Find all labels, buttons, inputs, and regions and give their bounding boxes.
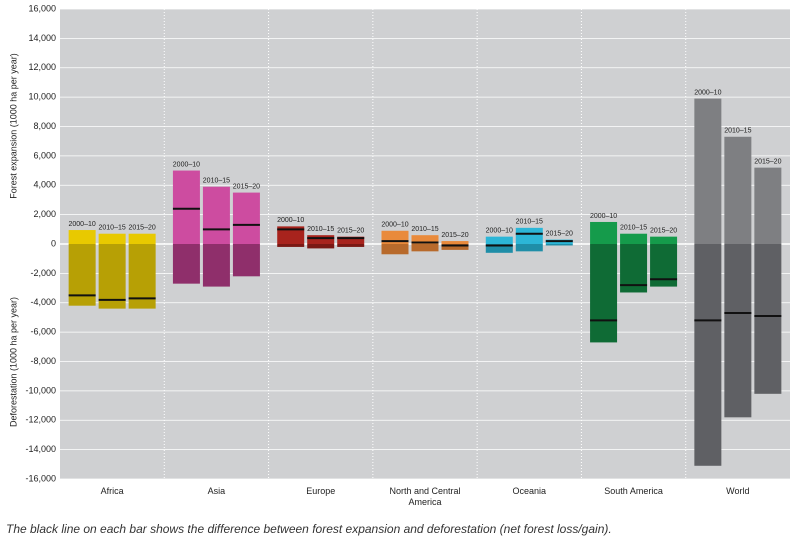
y-tick-label: 10,000: [28, 92, 56, 102]
period-label: 2010–15: [724, 128, 751, 135]
period-label: 2010–15: [620, 225, 647, 232]
period-label: 2000–10: [590, 213, 617, 220]
period-label: 2015–20: [129, 225, 156, 232]
expansion-bar: [277, 226, 305, 244]
deforestation-bar: [515, 244, 543, 252]
deforestation-bar: [232, 244, 260, 277]
period-label: 2000–10: [381, 222, 408, 229]
deforestation-bar: [485, 244, 513, 253]
deforestation-bar: [694, 244, 722, 466]
period-label: 2010–15: [203, 178, 230, 185]
deforestation-bar: [441, 244, 469, 250]
y-tick-label: 16,000: [28, 3, 56, 13]
expansion-bar: [724, 136, 752, 244]
deforestation-bar: [277, 244, 305, 247]
deforestation-bar: [202, 244, 230, 287]
y-tick-label: 6,000: [33, 150, 56, 160]
y-tick-label: -12,000: [25, 415, 56, 425]
period-label: 2015–20: [441, 232, 468, 239]
period-label: 2000–10: [694, 89, 721, 96]
y-tick-label: 8,000: [33, 121, 56, 131]
deforestation-bar: [307, 244, 335, 249]
y-tick-label: -16,000: [25, 473, 56, 483]
deforestation-bar: [411, 244, 439, 252]
category-label: Europe: [306, 486, 336, 496]
period-label: 2015–20: [650, 228, 677, 235]
category-label: World: [726, 486, 750, 496]
expansion-bar: [337, 236, 365, 244]
expansion-bar: [98, 233, 126, 244]
period-label: 2015–20: [546, 230, 573, 237]
y-tick-label: -10,000: [25, 385, 56, 395]
y-tick-label: 12,000: [28, 62, 56, 72]
expansion-bar: [128, 233, 156, 244]
deforestation-bar: [172, 244, 200, 284]
deforestation-bar: [590, 244, 618, 343]
caption: The black line on each bar shows the dif…: [6, 522, 612, 536]
expansion-bar: [694, 98, 722, 244]
y-tick-label: -2,000: [30, 268, 56, 278]
period-label: 2010–15: [411, 226, 438, 233]
deforestation-bar: [337, 244, 365, 247]
expansion-bar: [441, 241, 469, 244]
deforestation-bar: [754, 244, 782, 394]
deforestation-bar: [545, 244, 573, 246]
y-tick-label: 14,000: [28, 33, 56, 43]
period-label: 2010–15: [516, 219, 543, 226]
y-tick-label: 4,000: [33, 180, 56, 190]
category-label: Asia: [207, 486, 226, 496]
period-label: 2010–15: [307, 226, 334, 233]
chart: Forest expansion (1000 ha per year) Defo…: [8, 3, 790, 483]
period-label: 2000–10: [277, 217, 304, 224]
y-tick-label: -4,000: [30, 297, 56, 307]
expansion-bar: [232, 192, 260, 244]
y-label-upper: Forest expansion (1000 ha per year): [8, 53, 18, 199]
expansion-bar: [68, 230, 96, 244]
deforestation-bar: [724, 244, 752, 418]
expansion-bar: [590, 221, 618, 244]
y-label-lower: Deforestation (1000 ha per year): [8, 297, 18, 427]
expansion-bar: [411, 235, 439, 244]
y-tick-label: -6,000: [30, 327, 56, 337]
expansion-bar: [515, 227, 543, 244]
period-label: 2000–10: [486, 228, 513, 235]
expansion-bar: [620, 233, 648, 244]
deforestation-bar: [381, 244, 409, 255]
y-tick-label: 2,000: [33, 209, 56, 219]
period-label: 2015–20: [233, 183, 260, 190]
expansion-bar: [485, 236, 513, 244]
category-label: Africa: [100, 486, 124, 496]
period-label: 2000–10: [173, 161, 200, 168]
category-label: South America: [604, 486, 663, 496]
expansion-bar: [754, 167, 782, 244]
expansion-bar: [172, 170, 200, 244]
category-label: Oceania: [512, 486, 547, 496]
y-tick-label: -8,000: [30, 356, 56, 366]
expansion-bar: [650, 236, 678, 244]
y-tick-label: -14,000: [25, 444, 56, 454]
y-tick-label: 0: [51, 238, 56, 248]
period-label: 2015–20: [337, 228, 364, 235]
period-label: 2015–20: [754, 158, 781, 165]
deforestation-bar: [98, 244, 126, 309]
category-label: North and Central America: [389, 486, 461, 507]
period-label: 2000–10: [69, 221, 96, 228]
deforestation-bar: [68, 244, 96, 306]
period-label: 2010–15: [99, 225, 126, 232]
expansion-bar: [307, 235, 335, 244]
expansion-bar: [202, 186, 230, 244]
